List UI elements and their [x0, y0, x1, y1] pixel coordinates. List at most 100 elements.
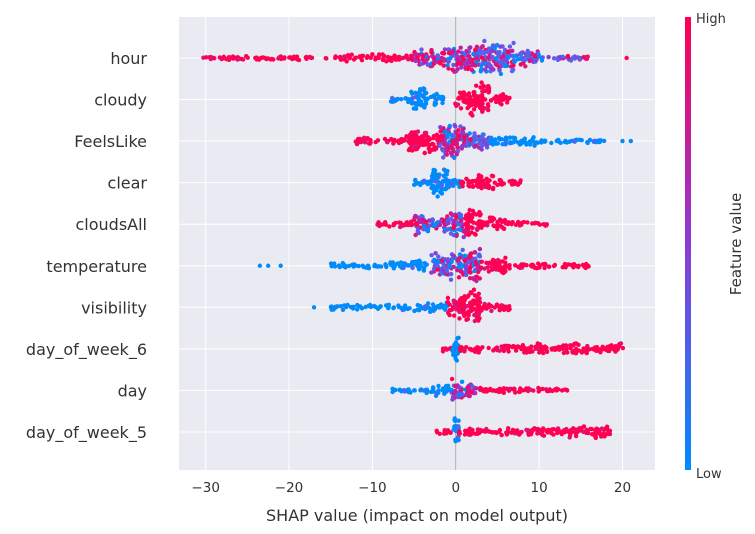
shap-point: [403, 305, 408, 310]
shap-point: [434, 185, 440, 190]
shap-point: [458, 227, 463, 232]
shap-point: [419, 47, 424, 52]
shap-point: [462, 140, 467, 145]
shap-point: [431, 190, 436, 195]
shap-point: [466, 60, 471, 66]
shap-point: [337, 55, 342, 60]
shap-point: [539, 348, 544, 353]
colorbar-high-label: High: [696, 12, 726, 27]
shap-point: [468, 94, 473, 100]
shap-point: [494, 94, 499, 99]
shap-point: [469, 67, 475, 73]
shap-point: [480, 108, 485, 114]
shap-point: [477, 213, 483, 218]
shap-point: [527, 58, 532, 64]
shap-point: [442, 47, 448, 52]
shap-point: [457, 345, 463, 351]
shap-point: [489, 218, 495, 224]
shap-point: [461, 234, 466, 240]
shap-point: [466, 429, 471, 434]
shap-point: [470, 113, 475, 118]
shap-point: [546, 54, 551, 60]
shap-point: [470, 384, 475, 389]
shap-point: [503, 63, 508, 68]
shap-point: [545, 430, 550, 435]
shap-point: [552, 387, 557, 392]
shap-point: [370, 52, 375, 57]
shap-point: [451, 220, 457, 225]
shap-point: [417, 136, 422, 141]
shap-point: [519, 220, 524, 226]
shap-point: [457, 252, 463, 257]
shap-point: [463, 66, 468, 71]
shap-point: [507, 266, 512, 271]
shap-point: [460, 270, 465, 275]
shap-point: [509, 68, 515, 74]
shap-point: [505, 428, 510, 434]
shap-point: [499, 102, 504, 107]
shap-point: [467, 276, 473, 281]
x-tick-label: −20: [275, 480, 304, 496]
shap-outlier-point: [265, 263, 271, 268]
shap-point: [560, 54, 565, 59]
shap-point: [565, 53, 571, 59]
shap-point: [476, 253, 481, 258]
shap-point: [404, 53, 409, 58]
shap-point: [457, 255, 462, 261]
shap-point: [574, 346, 579, 352]
shap-point: [530, 136, 535, 142]
shap-point: [440, 268, 446, 273]
shap-point: [477, 209, 482, 215]
shap-point: [450, 67, 455, 72]
shap-point: [348, 304, 354, 310]
shap-point: [435, 267, 440, 272]
shap-point: [429, 270, 434, 275]
shap-point: [506, 55, 511, 60]
shap-point: [440, 148, 446, 153]
shap-point: [594, 345, 600, 350]
shap-point: [462, 61, 468, 66]
shap-point: [441, 219, 447, 224]
shap-point: [474, 56, 479, 61]
shap-point: [421, 60, 427, 65]
shap-point: [458, 65, 464, 70]
shap-point: [593, 430, 598, 435]
shap-point: [377, 221, 382, 227]
shap-point: [444, 347, 449, 352]
shap-point: [391, 266, 396, 271]
shap-point: [472, 231, 478, 237]
shap-point: [460, 247, 465, 253]
shap-point: [520, 263, 525, 268]
shap-point: [469, 348, 475, 353]
shap-point: [449, 181, 454, 186]
shap-point: [520, 57, 526, 62]
shap-point: [438, 129, 443, 134]
shap-point: [556, 137, 561, 143]
shap-point: [409, 53, 414, 58]
shap-point: [517, 432, 522, 437]
shap-point: [490, 215, 495, 220]
shap-point: [391, 223, 396, 228]
shap-point: [456, 418, 461, 423]
shap-point: [486, 269, 491, 274]
shap-point: [462, 312, 467, 318]
shap-point: [390, 386, 395, 391]
shap-point: [454, 53, 460, 59]
feature-label: FeelsLike: [74, 132, 147, 151]
shap-point: [478, 69, 483, 74]
shap-point: [434, 132, 440, 137]
shap-point: [431, 93, 437, 98]
feature-label: cloudy: [94, 91, 147, 110]
shap-point: [375, 264, 380, 269]
shap-point: [452, 133, 457, 138]
shap-point: [432, 223, 437, 229]
shap-point: [432, 257, 437, 262]
shap-point: [509, 182, 515, 187]
shap-point: [593, 435, 598, 441]
shap-point: [417, 219, 422, 224]
shap-point: [583, 263, 588, 268]
shap-point: [513, 429, 518, 434]
feature-label: hour: [110, 49, 147, 68]
shap-point: [439, 182, 445, 188]
shap-point: [482, 38, 487, 44]
